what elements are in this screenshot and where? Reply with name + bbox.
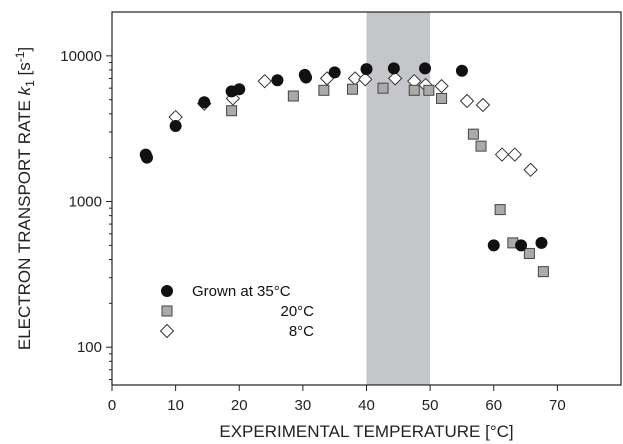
x-tick-label: 30: [295, 397, 312, 414]
data-point-square: [408, 84, 420, 96]
data-point-circle: [198, 96, 211, 109]
data-point-square: [467, 128, 479, 140]
data-point-diamond: [358, 72, 373, 87]
data-point-circle: [387, 62, 400, 75]
axes-layer: 0 10 20 30 40 50 60 70 100 1000 10000 EXPERIMENTAL …: [13, 11, 622, 441]
data-point-diamond: [494, 147, 510, 162]
x-tick-label: 70: [549, 397, 566, 414]
data-point-circle: [455, 64, 468, 77]
data-point-square: [226, 105, 238, 117]
highlight-band: [366, 12, 431, 385]
data-point-circle: [487, 239, 500, 252]
legend-label: 20°C: [280, 303, 314, 320]
data-point-diamond: [387, 71, 403, 86]
data-point-square: [475, 140, 487, 152]
data-point-square: [523, 247, 535, 259]
legend-label: Grown at 35°C: [192, 283, 291, 300]
data-point-square: [494, 204, 506, 216]
data-points-layer: [139, 62, 549, 278]
series-circle-points: [139, 62, 548, 252]
data-point-circle: [271, 74, 284, 87]
data-point-diamond: [434, 78, 449, 94]
data-point-circle: [169, 119, 182, 132]
y-tick-label: 1000: [69, 194, 102, 211]
legend-marker-square: [161, 305, 173, 317]
x-tick-label: 20: [231, 397, 248, 414]
x-tick-label: 0: [108, 397, 116, 414]
data-point-diamond: [257, 73, 272, 89]
x-tick-label: 10: [167, 397, 184, 414]
x-tick-label: 60: [485, 397, 502, 414]
highlight-band-layer: [366, 12, 431, 385]
data-point-square: [436, 92, 448, 104]
legend-label: 8°C: [289, 323, 314, 340]
data-point-diamond: [459, 93, 475, 109]
data-point-diamond: [475, 97, 491, 113]
x-tick-label: 40: [358, 397, 375, 414]
data-point-square: [423, 84, 435, 96]
data-point-circle: [360, 63, 373, 76]
series-square-points: [226, 82, 549, 278]
legend-marker-diamond: [159, 323, 175, 339]
data-point-circle: [300, 71, 313, 84]
data-point-circle: [140, 151, 153, 164]
data-point-circle: [233, 83, 246, 96]
data-point-square: [537, 266, 549, 278]
x-tick-label: 50: [422, 397, 439, 414]
y-tick-label: 100: [77, 339, 102, 356]
y-axis-title: ELECTRON TRANSPORT RATE k1 [s-1]: [13, 47, 37, 350]
data-point-circle: [515, 239, 528, 252]
data-point-square: [318, 84, 330, 96]
data-point-circle: [419, 62, 432, 75]
data-point-square: [287, 90, 299, 102]
data-point-square: [377, 82, 389, 94]
x-axis-title: EXPERIMENTAL TEMPERATURE [°C]: [219, 422, 513, 441]
legend-marker-circle: [161, 285, 173, 297]
data-point-square: [347, 83, 359, 95]
legend: Grown at 35°C 20°C 8°C: [159, 283, 314, 340]
data-point-circle: [328, 66, 341, 79]
y-tick-label: 10000: [60, 48, 102, 65]
data-point-circle: [535, 236, 548, 249]
data-point-diamond: [507, 147, 522, 162]
data-point-diamond: [523, 162, 538, 178]
